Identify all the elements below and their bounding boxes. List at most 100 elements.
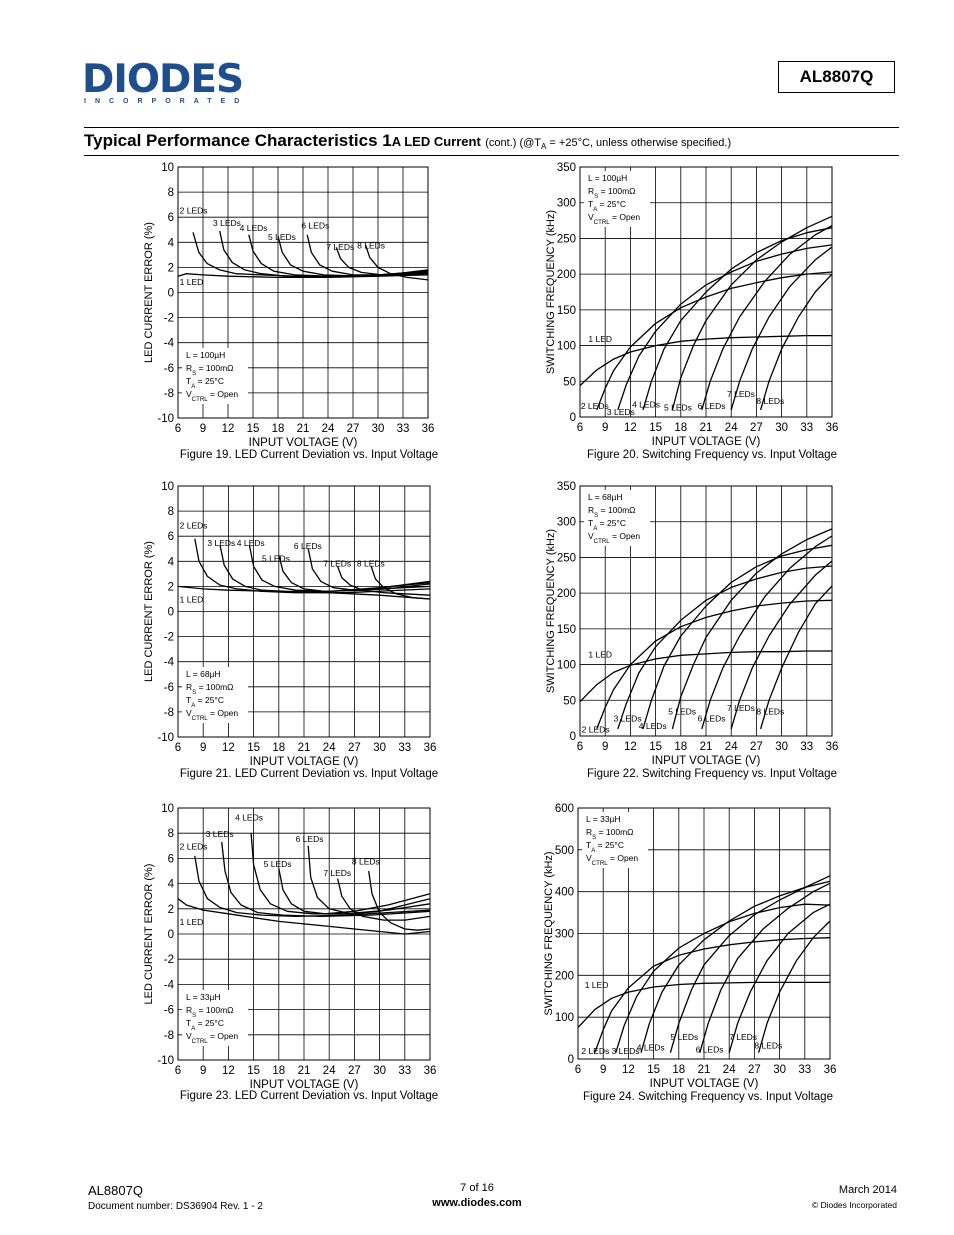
series-line: [221, 841, 431, 918]
series-label: 4 LEDs: [632, 400, 660, 410]
x-tick-label: 6: [575, 1064, 581, 1076]
conditions-text: TA = 25°C: [186, 1018, 224, 1032]
y-axis-label: SWITCHING FREQUENCY (kHz): [543, 851, 555, 1015]
y-axis-label: LED CURRENT ERROR (%): [143, 864, 155, 1005]
series-label: 8 LEDs: [756, 396, 784, 406]
y-tick-label: 0: [570, 731, 576, 743]
series-label: 7 LEDs: [323, 558, 351, 568]
x-tick-label: 36: [826, 422, 839, 434]
footer-date: March 2014: [838, 1184, 897, 1196]
y-tick-label: 0: [168, 929, 174, 941]
x-tick-label: 30: [373, 742, 386, 754]
series-label: 1 LED: [180, 595, 204, 605]
y-tick-label: -10: [157, 732, 174, 744]
y-tick-label: 4: [168, 237, 175, 249]
y-tick-label: -2: [164, 313, 174, 325]
footer-website-link[interactable]: www.diodes.com: [432, 1197, 522, 1209]
page-footer: AL8807Q Document number: DS36904 Rev. 1 …: [0, 1175, 954, 1235]
y-tick-label: 300: [557, 517, 576, 529]
figure-caption: Figure 22. Switching Frequency vs. Input…: [587, 768, 837, 780]
series-label: 4 LEDs: [637, 1043, 665, 1053]
conditions-text: TA = 25°C: [588, 199, 626, 213]
plot-frame: [579, 166, 833, 418]
series-line: [336, 878, 431, 921]
series-line: [368, 870, 431, 931]
x-tick-label: 33: [398, 1065, 411, 1077]
section-title-main: Typical Performance Characteristics 1: [84, 131, 392, 150]
conditions-text: RS = 100mΩ: [186, 682, 234, 696]
conditions-text: TA = 25°C: [586, 840, 624, 854]
x-tick-label: 27: [750, 422, 763, 434]
x-tick-label: 12: [222, 742, 235, 754]
y-tick-label: 100: [557, 660, 576, 672]
series-label: 8 LEDs: [357, 241, 385, 251]
x-tick-label: 27: [347, 423, 360, 435]
conditions-text: VCTRL = Open: [588, 212, 640, 226]
section-title: Typical Performance Characteristics 1A L…: [84, 131, 731, 151]
series-line: [364, 244, 429, 281]
y-tick-label: 250: [557, 233, 576, 245]
x-tick-label: 27: [748, 1064, 761, 1076]
x-tick-label: 30: [775, 741, 788, 753]
series-line: [579, 650, 832, 703]
page-header: DIODES INCORPORATED AL8807Q Typical Perf…: [0, 0, 954, 160]
x-tick-label: 36: [422, 423, 435, 435]
x-tick-label: 36: [826, 741, 839, 753]
x-tick-label: 15: [247, 1065, 260, 1077]
series-line: [617, 565, 833, 730]
x-tick-label: 21: [698, 1064, 711, 1076]
x-tick-label: 18: [674, 422, 687, 434]
x-tick-label: 33: [798, 1064, 811, 1076]
x-tick-label: 12: [624, 422, 637, 434]
series-label: 1 LED: [180, 277, 204, 287]
plot-frame: [577, 807, 831, 1060]
y-tick-label: 4: [168, 556, 175, 568]
conditions-text: L = 68µH: [588, 492, 623, 502]
plot-frame: [177, 485, 431, 738]
conditions-text: VCTRL = Open: [586, 853, 638, 867]
x-tick-label: 15: [649, 741, 662, 753]
x-tick-label: 12: [624, 741, 637, 753]
series-label: 2 LEDs: [180, 842, 208, 852]
series-label: 1 LED: [588, 649, 612, 659]
figure-caption: Figure 23. LED Current Deviation vs. Inp…: [179, 1090, 439, 1102]
series-line: [728, 903, 831, 1053]
y-tick-label: 0: [570, 412, 576, 424]
y-tick-label: -6: [164, 1005, 174, 1017]
x-tick-label: 27: [348, 1065, 361, 1077]
y-tick-label: 600: [555, 803, 574, 815]
conditions-text: VCTRL = Open: [186, 389, 238, 403]
series-line: [596, 271, 833, 411]
series-line: [335, 247, 429, 276]
y-tick-label: -10: [157, 413, 174, 425]
conditions-box: [182, 990, 248, 1046]
conditions-text: VCTRL = Open: [588, 531, 640, 545]
x-tick-label: 21: [298, 1065, 311, 1077]
series-label: 4 LEDs: [235, 813, 263, 823]
conditions-text: TA = 25°C: [588, 518, 626, 532]
series-label: 5 LEDs: [264, 859, 292, 869]
x-tick-label: 18: [272, 423, 285, 435]
x-tick-label: 9: [200, 1065, 206, 1077]
series-line: [278, 868, 431, 915]
y-tick-label: 0: [568, 1054, 574, 1066]
series-line: [730, 560, 833, 730]
series-line: [579, 334, 832, 387]
x-tick-label: 18: [272, 1065, 285, 1077]
x-tick-label: 33: [397, 423, 410, 435]
series-line: [671, 528, 833, 730]
header-rule-top: [84, 127, 899, 128]
footer-page-number: 7 of 16: [460, 1182, 494, 1194]
conditions-text: VCTRL = Open: [186, 708, 238, 722]
series-label: 7 LEDs: [326, 242, 354, 252]
series-label: 2 LEDs: [180, 205, 208, 215]
figure-caption: Figure 24. Switching Frequency vs. Input…: [583, 1091, 833, 1103]
series-label: 4 LEDs: [639, 721, 667, 731]
y-tick-label: -2: [164, 632, 174, 644]
logo-subtitle: INCORPORATED: [84, 98, 249, 105]
series-line: [671, 215, 833, 411]
series-label: 6 LEDs: [698, 401, 726, 411]
y-tick-label: -8: [164, 388, 174, 400]
conditions-text: RS = 100mΩ: [586, 827, 634, 841]
y-tick-label: 2: [168, 262, 174, 274]
